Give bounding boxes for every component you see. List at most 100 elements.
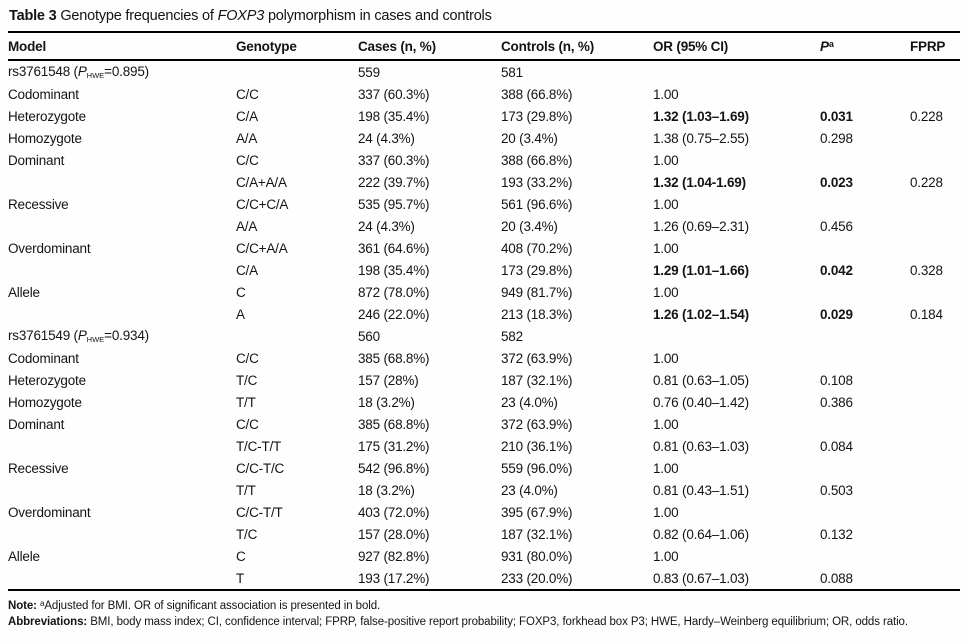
cell-p [820, 501, 910, 523]
cell-model: Dominant [8, 152, 65, 168]
cell-or [653, 325, 820, 347]
cell-or: 1.32 (1.04-1.69) [653, 174, 746, 190]
cell-controls: 561 (96.6%) [501, 196, 573, 212]
cell-cases: 18 (3.2%) [358, 394, 415, 410]
cell-genotype: A [236, 306, 245, 322]
cell-fprp [910, 83, 960, 105]
cell-or: 0.81 (0.43–1.51) [653, 482, 749, 498]
cell-fprp [910, 457, 960, 479]
cell-controls: 931 (80.0%) [501, 548, 573, 564]
cell-p: 0.023 [820, 174, 853, 190]
cell-genotype: T/C [236, 526, 258, 542]
table-row: Recessive C/C-T/C 542 (96.8%) 559 (96.0%) 1.… [8, 457, 960, 479]
cell-or: 1.00 [653, 350, 679, 366]
table-row: Heterozygote T/C 157 (28%) 187 (32.1%) 0.81 … [8, 369, 960, 391]
cell-or: 0.81 (0.63–1.03) [653, 438, 749, 454]
cell-or: 1.00 [653, 284, 679, 300]
cell-model [8, 479, 236, 501]
table-row: Overdominant C/C-T/T 403 (72.0%) 395 (67.9%… [8, 501, 960, 523]
cell-cases: 385 (68.8%) [358, 350, 430, 366]
cell-or: 1.26 (1.02–1.54) [653, 306, 749, 322]
table-caption: Table 3 Genotype frequencies of FOXP3 po… [8, 5, 960, 31]
table-row: Dominant C/C 385 (68.8%) 372 (63.9%) 1.00 [8, 413, 960, 435]
cell-controls: 395 (67.9%) [501, 504, 573, 520]
table-row: Codominant C/C 337 (60.3%) 388 (66.8%) 1.00 [8, 83, 960, 105]
table-row: Homozygote A/A 24 (4.3%) 20 (3.4%) 1.38 (0.7… [8, 127, 960, 149]
table-body: rs3761548 (PHWE=0.895) 559 581 Codominant C/… [8, 60, 960, 590]
cell-controls: 193 (33.2%) [501, 174, 573, 190]
cell-or: 1.00 [653, 196, 679, 212]
snp-section-row: rs3761549 (PHWE=0.934) 560 582 [8, 325, 960, 347]
cell-p [820, 457, 910, 479]
cell-p [820, 325, 910, 347]
phwe-symbol: P [77, 328, 87, 343]
cell-fprp [910, 567, 960, 590]
abbreviations-line: Abbreviations: BMI, body mass index; CI,… [8, 614, 960, 630]
cell-p [820, 193, 910, 215]
cell-cases: 385 (68.8%) [358, 416, 430, 432]
cell-p: 0.298 [820, 130, 853, 146]
cell-genotype: C/C+C/A [236, 196, 289, 212]
cell-model: Overdominant [8, 240, 91, 256]
cell-model: Allele [8, 548, 40, 564]
cell-p [820, 281, 910, 303]
cell-cases: 403 (72.0%) [358, 504, 430, 520]
cell-controls: 23 (4.0%) [501, 394, 558, 410]
cell-controls: 372 (63.9%) [501, 350, 573, 366]
cell-cases: 337 (60.3%) [358, 86, 430, 102]
cell-cases: 157 (28%) [358, 372, 419, 388]
cell-cases: 198 (35.4%) [358, 262, 430, 278]
cell-model: Allele [8, 284, 40, 300]
cell-cases: 222 (39.7%) [358, 174, 430, 190]
cell-genotype: C/C [236, 350, 259, 366]
cell-fprp: 0.228 [910, 174, 943, 190]
cell-fprp [910, 127, 960, 149]
cell-model: rs3761548 (PHWE=0.895) [8, 64, 149, 80]
cell-fprp: 0.228 [910, 108, 943, 124]
cell-cases: 24 (4.3%) [358, 218, 415, 234]
snp-section-row: rs3761548 (PHWE=0.895) 559 581 [8, 60, 960, 83]
cell-or: 1.00 [653, 548, 679, 564]
cell-fprp [910, 193, 960, 215]
cell-or: 0.76 (0.40–1.42) [653, 394, 749, 410]
cell-controls: 187 (32.1%) [501, 526, 573, 542]
col-header-model: Model [8, 32, 236, 61]
cell-controls: 408 (70.2%) [501, 240, 573, 256]
cell-fprp [910, 325, 960, 347]
cell-genotype: C/A [236, 262, 258, 278]
cell-fprp [910, 369, 960, 391]
col-header-fprp: FPRP [910, 32, 960, 61]
table-row: C/A+A/A 222 (39.7%) 193 (33.2%) 1.32 (1.04-… [8, 171, 960, 193]
cell-fprp [910, 413, 960, 435]
cell-p [820, 83, 910, 105]
cell-fprp [910, 523, 960, 545]
cell-p [820, 237, 910, 259]
table-row: Heterozygote C/A 198 (35.4%) 173 (29.8%) 1.3… [8, 105, 960, 127]
cell-cases: 872 (78.0%) [358, 284, 430, 300]
table-row: C/A 198 (35.4%) 173 (29.8%) 1.29 (1.01–1.66… [8, 259, 960, 281]
phwe-symbol: P [77, 64, 87, 79]
cell-model: rs3761549 (PHWE=0.934) [8, 328, 149, 344]
cell-controls: 581 [501, 64, 523, 80]
cell-genotype: C/C-T/T [236, 504, 283, 520]
table-row: A 246 (22.0%) 213 (18.3%) 1.26 (1.02–1.54) 0… [8, 303, 960, 325]
table-row: A/A 24 (4.3%) 20 (3.4%) 1.26 (0.69–2.31) 0.4… [8, 215, 960, 237]
abbreviations-label: Abbreviations: [8, 616, 88, 628]
cell-controls: 173 (29.8%) [501, 108, 573, 124]
table-row: Homozygote T/T 18 (3.2%) 23 (4.0%) 0.76 (0.4… [8, 391, 960, 413]
cell-fprp [910, 347, 960, 369]
cell-p [820, 347, 910, 369]
cell-p: 0.108 [820, 372, 853, 388]
cell-fprp [910, 60, 960, 83]
cell-model: Recessive [8, 196, 69, 212]
cell-cases: 246 (22.0%) [358, 306, 430, 322]
cell-or: 1.00 [653, 504, 679, 520]
table-row: T/T 18 (3.2%) 23 (4.0%) 0.81 (0.43–1.51) 0.5… [8, 479, 960, 501]
cell-genotype: C/C [236, 152, 259, 168]
cell-or: 1.00 [653, 240, 679, 256]
note-line: Note: aAdjusted for BMI. OR of significa… [8, 596, 960, 614]
cell-or: 1.00 [653, 460, 679, 476]
cell-model: Heterozygote [8, 108, 86, 124]
cell-model [8, 567, 236, 590]
cell-genotype: C/C-T/C [236, 460, 285, 476]
